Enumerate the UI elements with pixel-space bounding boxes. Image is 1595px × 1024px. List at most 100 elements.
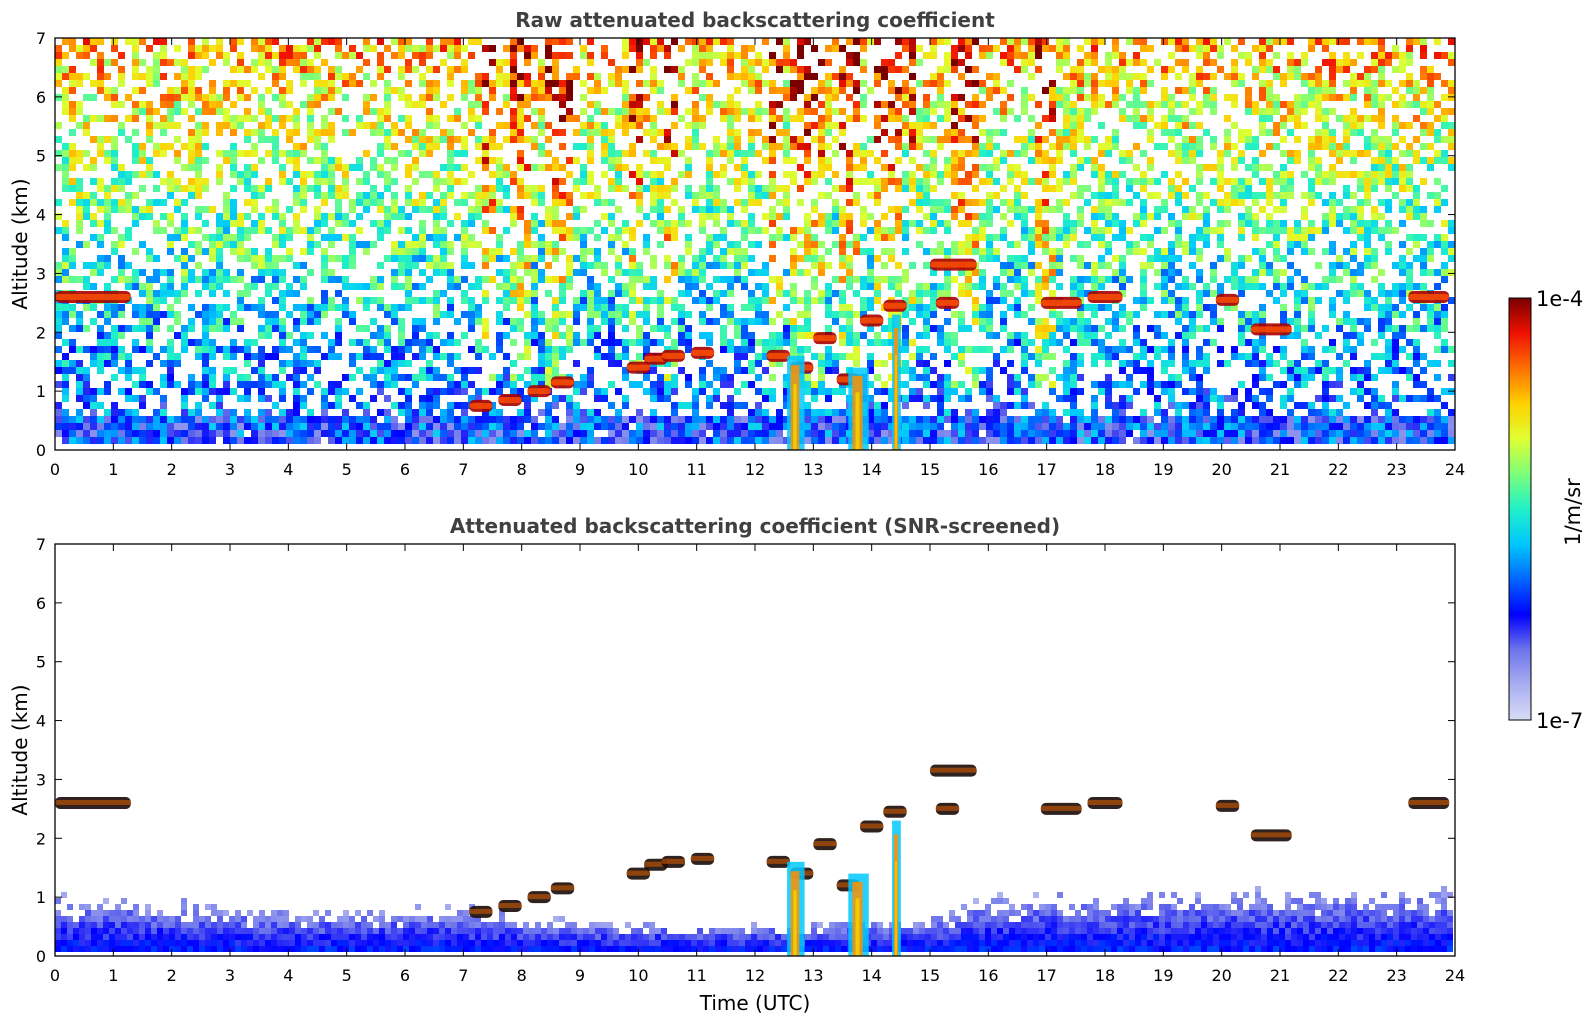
heatmap-cell	[111, 59, 118, 66]
heatmap-cell	[1280, 332, 1287, 339]
heatmap-cell	[454, 52, 461, 59]
heatmap-cell	[720, 325, 727, 332]
heatmap-cell	[1070, 129, 1077, 136]
heatmap-cell	[1098, 276, 1105, 283]
heatmap-cell	[468, 346, 475, 353]
heatmap-cell	[923, 94, 930, 101]
heatmap-cell	[160, 297, 167, 304]
heatmap-cell	[503, 59, 510, 66]
heatmap-cell	[1378, 332, 1385, 339]
heatmap-cell	[146, 332, 153, 339]
heatmap-cell	[1021, 150, 1028, 157]
heatmap-cell	[90, 199, 97, 206]
heatmap-cell	[272, 325, 279, 332]
heatmap-cell	[1399, 80, 1406, 87]
heatmap-cell	[699, 213, 706, 220]
heatmap-cell	[1441, 241, 1448, 248]
heatmap-cell	[671, 339, 678, 346]
heatmap-cell	[1427, 164, 1434, 171]
heatmap-cell	[482, 290, 489, 297]
heatmap-cell	[167, 87, 174, 94]
heatmap-cell	[692, 297, 699, 304]
heatmap-cell	[398, 325, 405, 332]
heatmap-cell	[475, 94, 482, 101]
heatmap-cell	[1042, 269, 1049, 276]
heatmap-cell	[426, 192, 433, 199]
heatmap-cell	[552, 66, 559, 73]
heatmap-cell	[76, 122, 83, 129]
heatmap-cell	[1021, 339, 1028, 346]
heatmap-cell	[139, 318, 146, 325]
heatmap-cell	[174, 234, 181, 241]
heatmap-cell	[1420, 269, 1427, 276]
heatmap-cell	[839, 248, 846, 255]
heatmap-cell	[1203, 304, 1210, 311]
heatmap-cell	[1371, 129, 1378, 136]
heatmap-cell	[1007, 45, 1014, 52]
heatmap-cell	[853, 38, 860, 45]
heatmap-cell	[1161, 38, 1168, 45]
heatmap-cell	[1140, 101, 1147, 108]
heatmap-cell	[1014, 136, 1021, 143]
heatmap-cell	[909, 94, 916, 101]
heatmap-cell	[678, 332, 685, 339]
heatmap-cell	[468, 220, 475, 227]
heatmap-cell	[930, 73, 937, 80]
heatmap-cell	[419, 297, 426, 304]
heatmap-cell	[1448, 297, 1455, 304]
heatmap-cell	[580, 339, 587, 346]
heatmap-cell	[356, 199, 363, 206]
heatmap-cell	[741, 150, 748, 157]
heatmap-cell	[804, 346, 811, 353]
heatmap-cell	[342, 94, 349, 101]
heatmap-cell	[1021, 276, 1028, 283]
heatmap-cell	[937, 339, 944, 346]
heatmap-cell	[55, 80, 62, 87]
heatmap-cell	[1378, 94, 1385, 101]
heatmap-cell	[132, 325, 139, 332]
heatmap-cell	[706, 262, 713, 269]
heatmap-cell	[265, 262, 272, 269]
heatmap-cell	[888, 178, 895, 185]
heatmap-cell	[748, 192, 755, 199]
heatmap-cell	[1371, 171, 1378, 178]
heatmap-cell	[307, 122, 314, 129]
heatmap-cell	[790, 255, 797, 262]
heatmap-cell	[335, 185, 342, 192]
heatmap-cell	[902, 171, 909, 178]
heatmap-cell	[643, 346, 650, 353]
heatmap-cell	[405, 115, 412, 122]
heatmap-cell	[412, 234, 419, 241]
heatmap-cell	[636, 171, 643, 178]
heatmap-cell	[1357, 129, 1364, 136]
heatmap-cell	[1098, 234, 1105, 241]
heatmap-cell	[1161, 206, 1168, 213]
heatmap-cell	[482, 220, 489, 227]
heatmap-cell	[1273, 129, 1280, 136]
heatmap-cell	[587, 332, 594, 339]
heatmap-cell	[258, 255, 265, 262]
heatmap-cell	[762, 290, 769, 297]
heatmap-cell	[741, 80, 748, 87]
heatmap-cell	[846, 318, 853, 325]
heatmap-cell	[699, 80, 706, 87]
heatmap-cell	[230, 45, 237, 52]
heatmap-cell	[1378, 283, 1385, 290]
heatmap-cell	[1196, 304, 1203, 311]
heatmap-cell	[419, 318, 426, 325]
heatmap-cell	[97, 143, 104, 150]
heatmap-cell	[601, 339, 608, 346]
heatmap-cell	[97, 325, 104, 332]
heatmap-cell	[1042, 87, 1049, 94]
heatmap-cell	[405, 101, 412, 108]
heatmap-cell	[412, 52, 419, 59]
heatmap-cell	[622, 185, 629, 192]
heatmap-cell	[1427, 80, 1434, 87]
heatmap-cell	[531, 297, 538, 304]
heatmap-cell	[517, 318, 524, 325]
heatmap-cell	[1315, 178, 1322, 185]
heatmap-cell	[545, 80, 552, 87]
heatmap-cell	[741, 108, 748, 115]
heatmap-cell	[1280, 122, 1287, 129]
heatmap-cell	[1175, 269, 1182, 276]
